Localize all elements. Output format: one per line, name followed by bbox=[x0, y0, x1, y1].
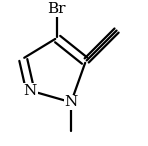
Text: N: N bbox=[65, 95, 78, 109]
Text: N: N bbox=[24, 84, 37, 98]
Text: Br: Br bbox=[47, 2, 66, 16]
